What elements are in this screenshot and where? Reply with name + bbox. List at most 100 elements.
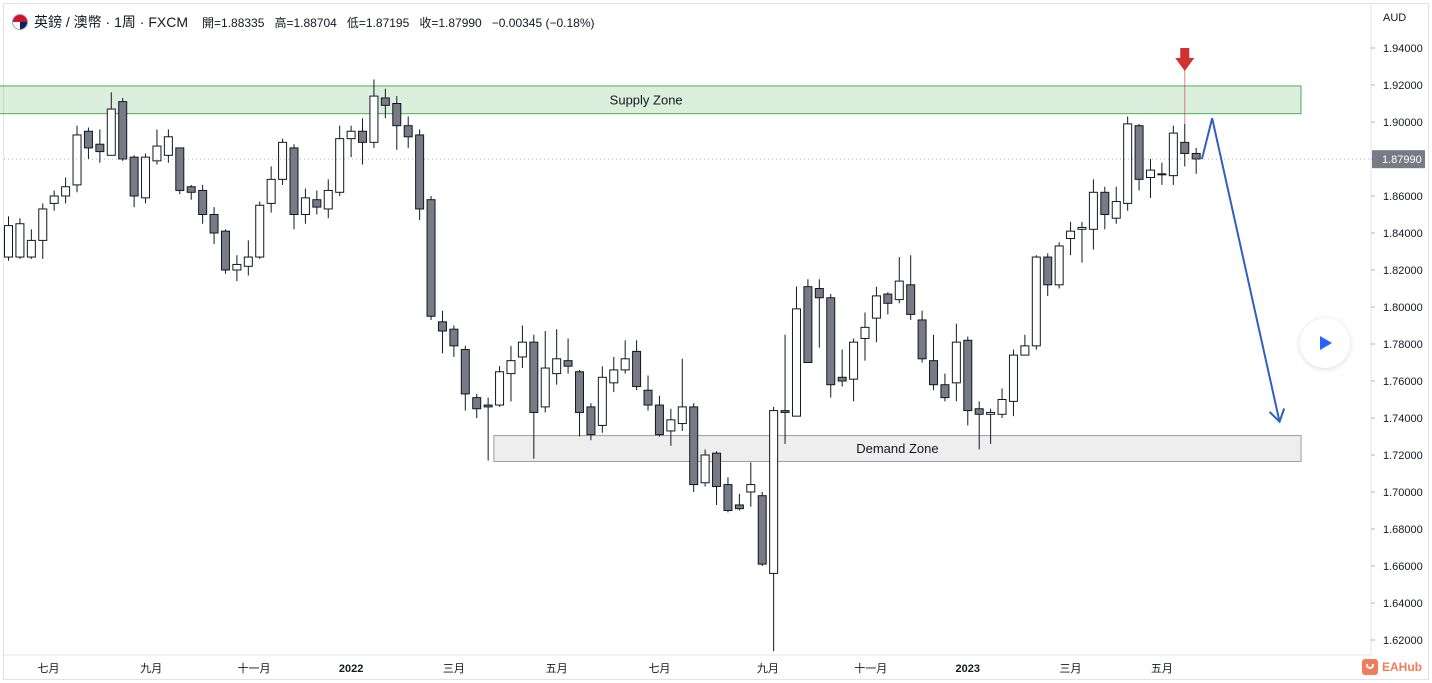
candle-body <box>849 341 859 380</box>
candle-body <box>963 339 973 412</box>
x-tick-label: 三月 <box>1060 663 1082 675</box>
y-tick-label: 1.66000 <box>1383 561 1423 573</box>
candle-body <box>677 406 687 425</box>
candle-body <box>175 147 185 191</box>
projection-arrowhead <box>1268 408 1286 424</box>
ohlc-readout: 開=1.88335 高=1.88704 低=1.87195 收=1.87990 … <box>202 15 595 30</box>
zone-rect-0 <box>0 85 1302 115</box>
candle-body <box>654 404 664 436</box>
candle-body <box>951 341 961 384</box>
x-tick-label: 五月 <box>1151 663 1173 675</box>
candle-body <box>289 147 299 215</box>
candle-body <box>1054 245 1064 286</box>
candle-body <box>323 189 333 210</box>
candle-body <box>243 256 253 267</box>
candle-body <box>369 95 379 143</box>
candle-body <box>61 186 71 197</box>
candle-body <box>586 406 596 436</box>
low-label: 低 <box>346 15 359 30</box>
candle-body <box>483 404 493 408</box>
y-tick-label: 1.80000 <box>1383 302 1423 314</box>
candle-body <box>1157 173 1167 176</box>
candle-body <box>894 280 904 301</box>
candle-body <box>700 454 710 484</box>
candle-body <box>860 326 870 339</box>
last-price-tag <box>1372 150 1425 169</box>
candle-body <box>1020 345 1030 356</box>
candle-body <box>4 225 13 258</box>
candle-body <box>106 108 116 156</box>
x-tick-label: 七月 <box>37 662 59 675</box>
candle-body <box>118 101 128 160</box>
y-tick-label: 1.72000 <box>1383 450 1423 462</box>
candle-body <box>986 411 996 415</box>
candle-body <box>163 136 173 156</box>
y-tick-label: 1.82000 <box>1383 265 1423 277</box>
candle-body <box>437 321 447 332</box>
y-tick-label: 1.76000 <box>1383 376 1423 388</box>
candle-body <box>15 223 25 258</box>
y-tick-label: 1.78000 <box>1383 339 1423 351</box>
candle-body <box>1180 141 1190 154</box>
currency-label: AUD <box>1383 12 1406 24</box>
candle-body <box>95 143 105 153</box>
candle-body <box>791 308 801 417</box>
candle-body <box>723 484 733 512</box>
symbol-title[interactable]: 英鎊 / 澳幣 · 1周 · FXCM <box>34 14 188 30</box>
brand-watermark: EAHub <box>1362 657 1422 677</box>
candle-body <box>1031 256 1041 347</box>
candle-body <box>186 186 196 193</box>
change-percent: (−0.18%) <box>545 15 595 30</box>
x-tick-label: 十一月 <box>238 661 271 675</box>
x-tick-label: 2023 <box>956 663 980 675</box>
zone-label-0: Supply Zone <box>610 92 683 107</box>
x-tick-label: 十一月 <box>854 661 887 675</box>
candle-body <box>837 376 847 382</box>
candle-body <box>255 204 265 258</box>
candle-body <box>929 360 939 386</box>
low-value: 1.87195 <box>365 15 410 30</box>
candle-body <box>38 208 48 241</box>
y-tick-label: 1.90000 <box>1383 117 1423 129</box>
x-axis-ticks: 七月 九月 十一月 2022 三月 五月 七月 九月 十一月 2023 三月 五月 <box>37 661 1172 675</box>
x-tick-label: 九月 <box>140 662 162 675</box>
high-label: 高 <box>274 15 287 30</box>
y-tick-label: 1.64000 <box>1383 598 1423 610</box>
open-value: 1.88335 <box>221 15 265 30</box>
candle-body <box>1123 123 1133 204</box>
candle-body <box>643 389 653 406</box>
candle-body <box>1100 191 1110 216</box>
candle-body <box>392 103 402 127</box>
candle-body <box>689 406 699 486</box>
down-arrow-icon <box>1175 48 1195 71</box>
candle-body <box>563 360 573 367</box>
candle-body <box>426 199 436 317</box>
candle-body <box>1066 230 1076 240</box>
candle-body <box>883 293 893 304</box>
candle-body <box>460 349 470 395</box>
candle-body <box>346 130 356 140</box>
play-icon <box>1320 336 1332 350</box>
candle-body <box>814 288 824 299</box>
symbol-header: 英鎊 / 澳幣 · 1周 · FXCM 開=1.88335 高=1.88704 … <box>12 12 595 32</box>
candle-body <box>49 195 59 204</box>
candle-body <box>312 199 322 208</box>
candle-body <box>769 410 779 574</box>
axes-layer: AUD <box>4 4 1406 656</box>
zone-rect-1 <box>493 435 1302 462</box>
candle-body <box>997 399 1007 415</box>
zone-layer: Supply Zone Demand Zone <box>0 85 1302 462</box>
candle-body <box>1043 256 1053 286</box>
candle-body <box>1168 132 1178 177</box>
y-tick-label: 1.94000 <box>1383 43 1423 55</box>
candle-body <box>917 319 927 360</box>
candle-body <box>974 408 984 415</box>
projection-layer <box>1175 48 1286 424</box>
y-tick-label: 1.70000 <box>1383 487 1423 499</box>
x-tick-label: 五月 <box>546 663 568 675</box>
play-button[interactable] <box>1300 318 1350 368</box>
high-value: 1.88704 <box>293 15 337 30</box>
candle-body <box>1111 201 1121 219</box>
candle-body <box>358 130 368 143</box>
